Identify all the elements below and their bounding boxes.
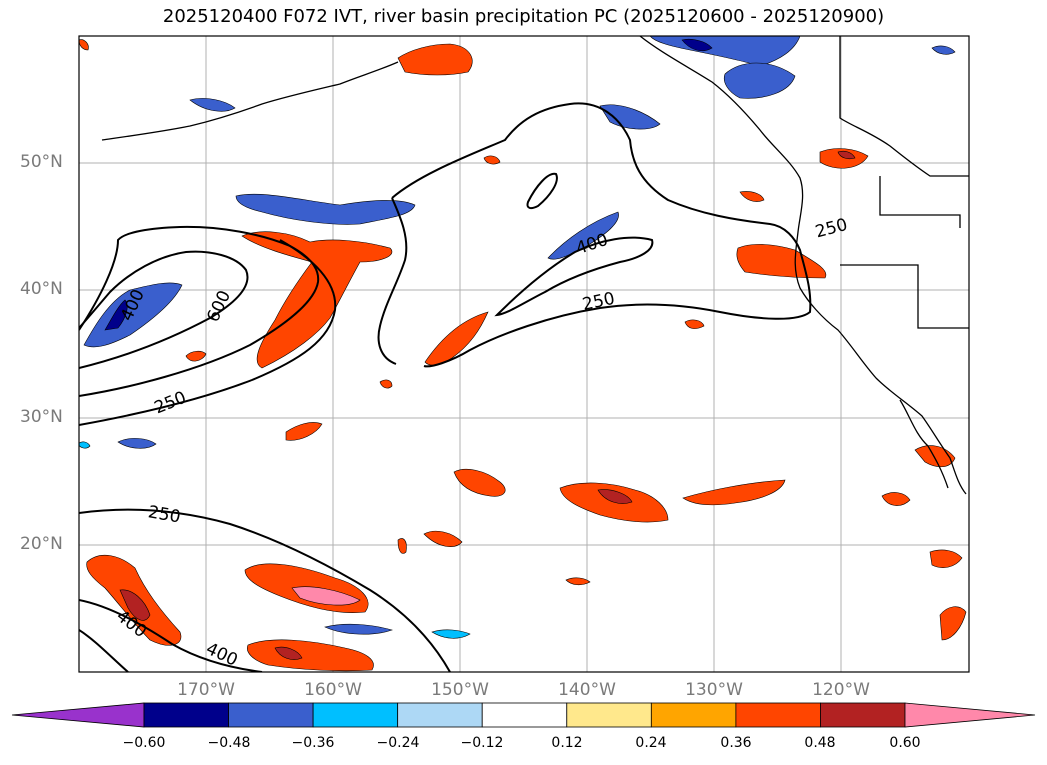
negative-region <box>431 629 471 639</box>
lat-label: 50°N <box>20 152 63 172</box>
positive-region <box>285 422 323 441</box>
positive-region <box>291 586 361 606</box>
positive-region <box>397 43 473 76</box>
positive-region <box>185 350 207 362</box>
lon-label: 130°W <box>685 680 743 700</box>
negative-region <box>117 438 157 449</box>
colorbar-cell <box>397 702 483 728</box>
positive-region <box>739 191 765 202</box>
positive-region <box>274 646 303 660</box>
positive-region <box>684 319 705 329</box>
contour-label: 250 <box>147 502 182 527</box>
colorbar-cell <box>650 702 737 728</box>
colorbar-tick: 0.36 <box>720 735 752 751</box>
contour-label: 250 <box>581 289 617 315</box>
lat-label: 30°N <box>20 407 63 427</box>
contour-label: 400 <box>203 639 241 671</box>
colorbar-tick: −0.48 <box>207 735 251 751</box>
colorbar-tick: −0.24 <box>376 735 420 751</box>
ivt-contours <box>79 102 812 672</box>
lat-label: 40°N <box>20 279 63 299</box>
colorbar <box>11 702 1036 728</box>
colorbar-tick: 0.24 <box>635 735 667 751</box>
colorbar-cell <box>312 702 399 728</box>
positive-region <box>241 231 393 369</box>
positive-region <box>247 639 374 672</box>
negative-region <box>599 104 661 130</box>
positive-region <box>939 606 967 641</box>
lat-label: 20°N <box>20 534 63 554</box>
colorbar-cell <box>228 702 314 728</box>
negative-region <box>324 623 394 635</box>
colorbar-cell <box>143 702 229 728</box>
positive-region <box>837 150 856 160</box>
lon-label: 120°W <box>812 680 870 700</box>
contour-label: 250 <box>813 215 850 243</box>
positive-region <box>929 549 963 568</box>
contour-label: 250 <box>152 388 190 419</box>
map-title: 2025120400 F072 IVT, river basin precipi… <box>162 6 885 27</box>
colorbar-tick: 0.48 <box>804 735 836 751</box>
positive-region <box>397 538 407 554</box>
positive-region <box>881 492 911 506</box>
negative-region <box>723 62 796 99</box>
lon-label: 150°W <box>431 680 489 700</box>
positive-region <box>379 379 393 389</box>
lon-label: 140°W <box>558 680 616 700</box>
negative-region <box>189 98 236 112</box>
colorbar-extend-right <box>904 702 1036 728</box>
negative-region <box>931 45 956 55</box>
positive-region <box>565 577 591 586</box>
colorbar-tick: −0.12 <box>460 735 504 751</box>
map-frame <box>78 35 970 673</box>
colorbar-tick: −0.36 <box>291 735 335 751</box>
positive-region <box>819 148 869 169</box>
positive-region <box>597 489 633 504</box>
negative-region <box>681 38 713 52</box>
positive-region <box>119 589 151 621</box>
colorbar-extend-left <box>11 702 145 728</box>
positive-region <box>483 155 501 165</box>
negative-pc-regions <box>79 36 956 639</box>
colorbar-tick: 0.12 <box>551 735 583 751</box>
coastlines <box>101 36 969 495</box>
positive-region <box>423 530 463 547</box>
contour-label: 600 <box>203 288 235 326</box>
map-gridlines <box>79 36 969 672</box>
positive-pc-regions <box>79 39 967 672</box>
lon-label: 170°W <box>177 680 235 700</box>
negative-region <box>235 193 416 225</box>
negative-region <box>104 299 128 331</box>
colorbar-cell <box>735 702 821 728</box>
positive-region <box>682 479 786 506</box>
positive-region <box>736 244 827 279</box>
positive-region <box>79 39 89 51</box>
lon-label: 160°W <box>304 680 362 700</box>
negative-region <box>649 36 801 67</box>
negative-region <box>83 282 183 348</box>
contour-label-group: 400 600 250 400 250 250 250 400 400 <box>112 215 849 671</box>
colorbar-tick: 0.60 <box>889 735 921 751</box>
positive-region <box>453 469 506 497</box>
colorbar-cell <box>566 702 652 728</box>
negative-region <box>79 441 91 449</box>
colorbar-tick: −0.60 <box>122 735 166 751</box>
negative-region <box>547 211 619 260</box>
colorbar-cell <box>820 702 906 728</box>
colorbar-cell <box>481 702 568 728</box>
